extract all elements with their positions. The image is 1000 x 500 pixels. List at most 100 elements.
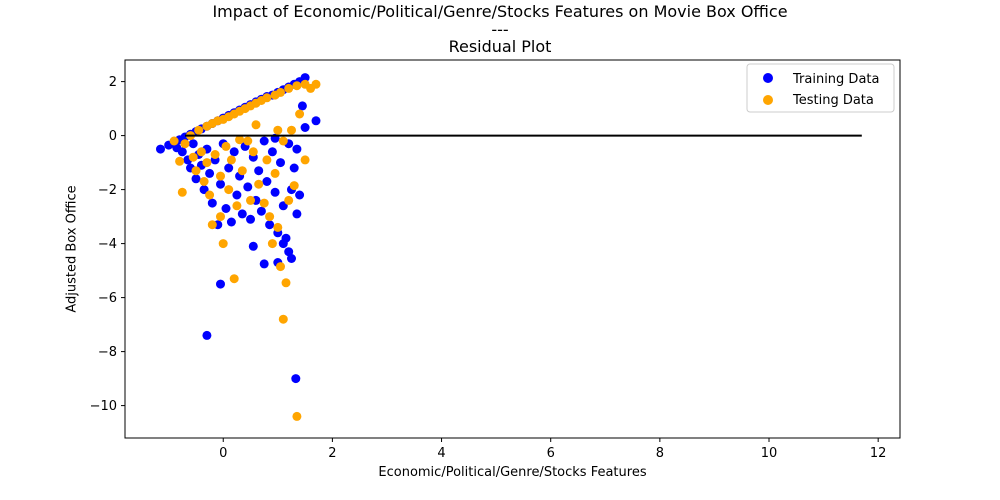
testing-point	[276, 262, 285, 272]
testing-point	[254, 179, 264, 189]
training-point	[262, 177, 272, 186]
testing-point	[221, 141, 231, 151]
chart-title: Impact of Economic/Political/Genre/Stock…	[212, 2, 788, 21]
plot-frame	[124, 59, 901, 439]
x-tick-label: 8	[656, 446, 664, 461]
testing-point	[295, 109, 305, 119]
training-point	[188, 139, 198, 149]
testing-point	[229, 274, 239, 284]
testing-point	[224, 185, 234, 195]
testing-point	[281, 278, 291, 288]
testing-point	[188, 152, 198, 162]
testing-point	[265, 212, 275, 222]
training-point	[281, 233, 291, 243]
testing-point	[243, 136, 253, 146]
training-point	[270, 187, 280, 197]
y-tick-label: −10	[90, 399, 117, 414]
testing-point	[292, 411, 302, 421]
y-axis: −10 −8 −6 −4 −2 0 2	[90, 75, 125, 414]
testing-point	[202, 158, 212, 168]
legend: Training Data Testing Data	[746, 63, 895, 113]
testing-point	[194, 125, 204, 135]
y-axis-label: Adjusted Box Office	[64, 185, 80, 313]
testing-point	[232, 201, 242, 211]
training-point	[295, 190, 305, 200]
testing-point	[205, 190, 215, 200]
training-point	[254, 166, 264, 176]
y-tick-label: −2	[98, 183, 117, 198]
training-point	[287, 254, 296, 263]
legend-label-training: Training Data	[792, 72, 879, 87]
testing-point	[169, 136, 179, 146]
training-point	[292, 209, 302, 219]
training-point	[289, 163, 299, 173]
testing-point	[177, 187, 187, 197]
training-point	[237, 209, 247, 219]
testing-point	[267, 239, 277, 249]
y-tick-label: −6	[98, 291, 117, 306]
x-tick-label: 2	[328, 446, 336, 461]
testing-point	[191, 166, 201, 176]
testing-point	[278, 314, 288, 324]
testing-point	[262, 93, 272, 103]
training-point	[221, 204, 231, 213]
testing-point	[300, 155, 310, 165]
testing-point	[273, 222, 283, 232]
testing-point	[311, 79, 321, 89]
testing-point	[278, 136, 288, 146]
training-point	[292, 144, 302, 154]
training-point	[156, 144, 165, 154]
chart-subtitle: Residual Plot	[448, 37, 552, 56]
x-tick-label: 4	[437, 446, 445, 461]
testing-point	[199, 177, 209, 186]
testing-point	[289, 181, 299, 191]
training-point	[207, 198, 217, 208]
legend-frame	[746, 63, 895, 113]
training-point	[199, 185, 209, 195]
training-point	[226, 217, 236, 227]
training-point	[297, 101, 307, 111]
x-axis-label: Economic/Political/Genre/Stocks Features	[378, 465, 647, 480]
testing-point	[216, 171, 225, 181]
testing-point	[207, 220, 217, 230]
x-tick-label: 10	[761, 446, 778, 461]
training-point	[284, 247, 294, 257]
training-point	[216, 279, 225, 289]
training-point	[267, 147, 277, 157]
testing-point	[175, 156, 185, 166]
training-point	[259, 136, 269, 146]
testing-point	[287, 125, 296, 135]
testing-point	[292, 81, 302, 91]
training-point	[265, 220, 275, 230]
y-tick-label: 0	[109, 129, 117, 144]
training-point	[311, 116, 321, 126]
training-point	[300, 123, 310, 132]
testing-point	[218, 239, 228, 249]
training-point	[246, 214, 255, 224]
y-tick-label: −4	[98, 237, 117, 252]
y-tick-label: −8	[98, 345, 117, 360]
testing-point	[259, 198, 269, 208]
testing-point	[270, 168, 280, 178]
x-axis: 0 2 4 6 8 10 12	[219, 438, 886, 461]
testing-point	[216, 212, 225, 222]
training-point	[205, 168, 215, 178]
points-layer	[156, 73, 321, 421]
testing-point	[276, 87, 285, 97]
legend-label-testing: Testing Data	[792, 93, 874, 108]
training-point	[300, 73, 310, 83]
testing-point	[237, 166, 247, 176]
training-point	[224, 163, 234, 173]
legend-marker-training	[763, 73, 773, 83]
testing-point	[246, 195, 255, 205]
testing-point	[180, 139, 190, 149]
y-tick-label: 2	[109, 75, 117, 90]
testing-point	[251, 120, 261, 130]
training-point	[202, 330, 212, 340]
testing-point	[248, 147, 258, 157]
training-point	[248, 241, 258, 251]
training-point	[259, 259, 269, 269]
training-point	[216, 179, 225, 189]
training-point	[177, 147, 187, 157]
